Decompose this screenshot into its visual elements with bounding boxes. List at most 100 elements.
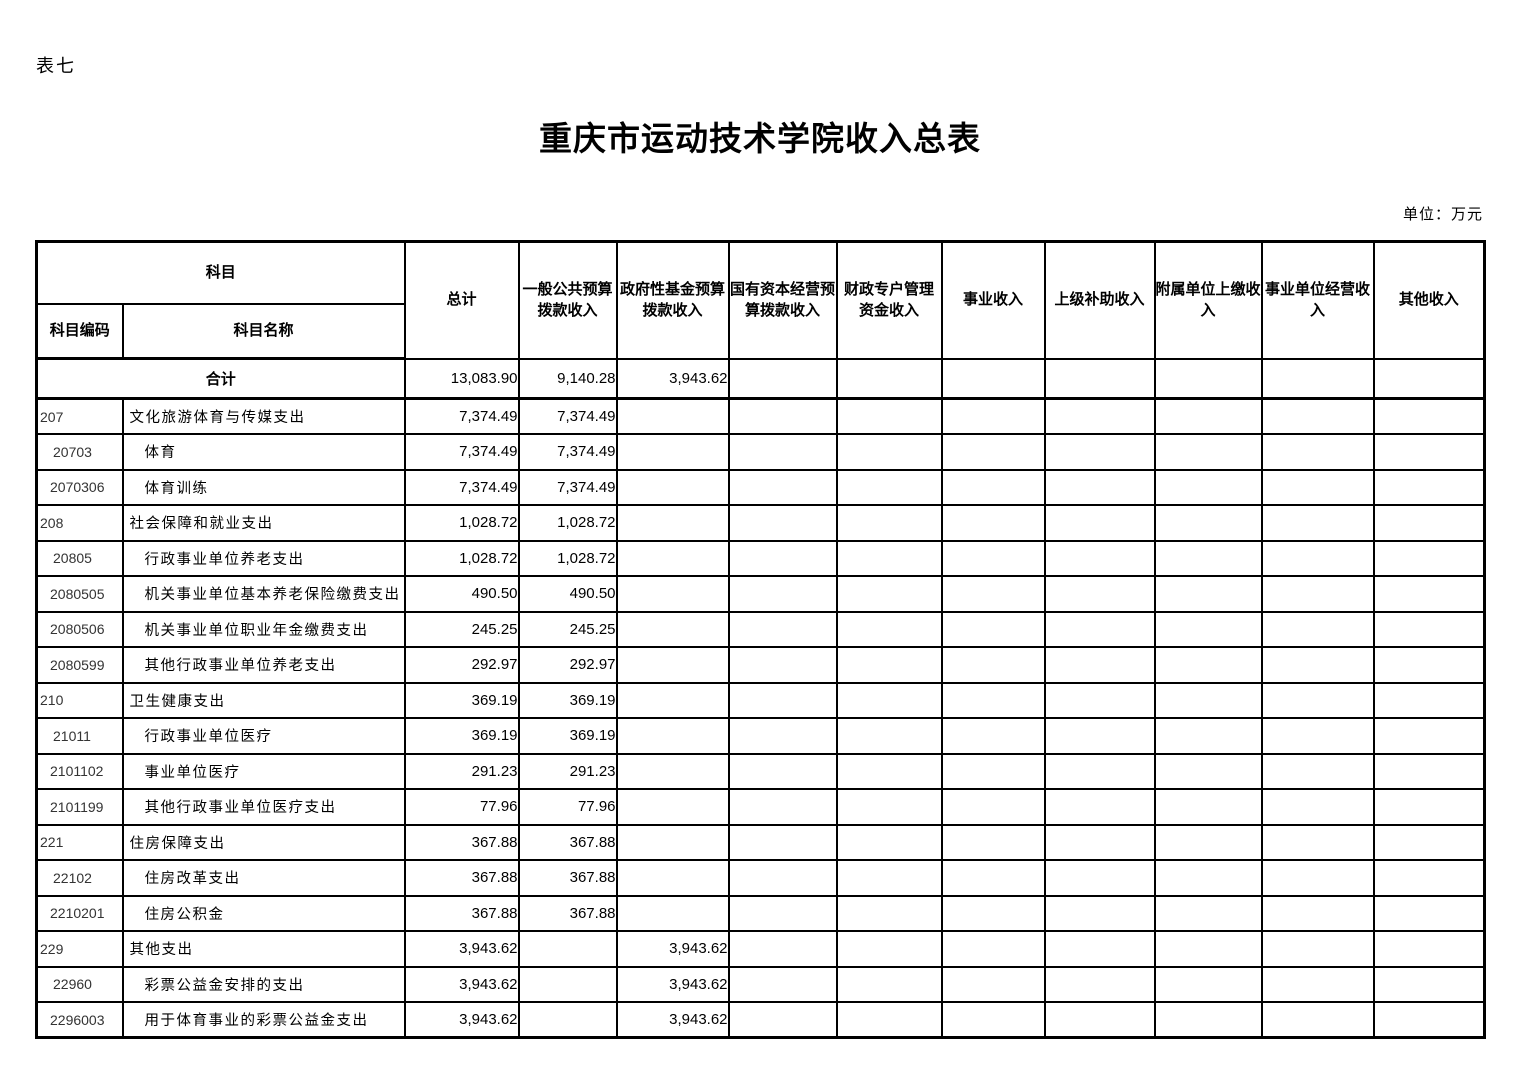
value-cell: 369.19	[403, 717, 520, 755]
value-cell	[1260, 752, 1375, 790]
subject-name-cell: 住房保障支出	[121, 823, 406, 861]
value-cell	[1260, 357, 1375, 400]
value-cell	[1260, 717, 1375, 755]
value-cell	[615, 433, 730, 471]
header-col-general-public-budget: 一般公共预算拨款收入	[517, 240, 618, 360]
value-cell	[1043, 681, 1156, 719]
value-cell	[517, 930, 618, 968]
value-cell	[727, 539, 838, 577]
header-col-total: 总计	[403, 240, 520, 360]
value-cell	[727, 397, 838, 435]
total-label-cell: 合计	[35, 357, 406, 400]
income-summary-table: 科目 总计 一般公共预算拨款收入 政府性基金预算拨款收入 国有资本经营预算拨款收…	[35, 240, 1487, 1039]
subject-name-cell: 行政事业单位医疗	[121, 717, 406, 755]
value-cell	[835, 610, 943, 648]
value-cell	[835, 397, 943, 435]
table-row: 2080505 机关事业单位基本养老保险缴费支出 490.50 490.50	[35, 575, 1486, 613]
value-cell	[517, 1001, 618, 1039]
table-row: 21011 行政事业单位医疗 369.19 369.19	[35, 717, 1486, 755]
subject-name-cell: 社会保障和就业支出	[121, 504, 406, 542]
value-cell: 7,374.49	[403, 433, 520, 471]
value-cell	[1260, 681, 1375, 719]
value-cell	[615, 894, 730, 932]
subject-code-cell: 22102	[35, 859, 124, 897]
header-col-operating-income: 事业单位经营收入	[1260, 240, 1375, 360]
value-cell	[835, 894, 943, 932]
subject-code-cell: 2101102	[35, 752, 124, 790]
value-cell	[940, 397, 1046, 435]
unit-label: 单位：万元	[1402, 207, 1483, 223]
value-cell	[940, 539, 1046, 577]
value-cell	[1043, 504, 1156, 542]
value-cell: 369.19	[517, 681, 618, 719]
value-cell	[1372, 357, 1486, 400]
value-cell	[1043, 468, 1156, 506]
value-cell	[1372, 823, 1486, 861]
value-cell	[615, 752, 730, 790]
value-cell	[940, 610, 1046, 648]
value-cell	[727, 357, 838, 400]
value-cell: 3,943.62	[403, 965, 520, 1003]
value-cell: 291.23	[403, 752, 520, 790]
value-cell	[727, 681, 838, 719]
value-cell	[1372, 610, 1486, 648]
value-cell	[727, 788, 838, 826]
value-cell	[1153, 930, 1263, 968]
subject-code-cell: 22960	[35, 965, 124, 1003]
value-cell	[1043, 1001, 1156, 1039]
table-row: 2210201 住房公积金 367.88 367.88	[35, 894, 1486, 932]
value-cell	[1153, 468, 1263, 506]
value-cell	[940, 965, 1046, 1003]
value-cell	[1260, 397, 1375, 435]
value-cell	[615, 397, 730, 435]
value-cell	[1372, 930, 1486, 968]
value-cell	[1372, 717, 1486, 755]
value-cell	[1153, 894, 1263, 932]
subject-code-cell: 207	[35, 397, 124, 435]
value-cell	[1260, 575, 1375, 613]
value-cell	[835, 752, 943, 790]
value-cell	[727, 930, 838, 968]
header-subject-name: 科目名称	[121, 302, 406, 360]
subject-code-cell: 2080599	[35, 646, 124, 684]
value-cell	[1260, 965, 1375, 1003]
value-cell	[727, 894, 838, 932]
value-cell	[1260, 894, 1375, 932]
header-col-superior-subsidy: 上级补助收入	[1043, 240, 1156, 360]
value-cell	[615, 717, 730, 755]
value-cell	[940, 681, 1046, 719]
value-cell	[615, 681, 730, 719]
subject-name-cell: 住房改革支出	[121, 859, 406, 897]
value-cell	[1043, 859, 1156, 897]
value-cell	[1043, 752, 1156, 790]
value-cell: 7,374.49	[517, 397, 618, 435]
table-row: 2080599 其他行政事业单位养老支出 292.97 292.97	[35, 646, 1486, 684]
value-cell: 292.97	[403, 646, 520, 684]
value-cell	[835, 433, 943, 471]
value-cell	[1260, 646, 1375, 684]
subject-name-cell: 其他行政事业单位养老支出	[121, 646, 406, 684]
value-cell	[940, 357, 1046, 400]
value-cell	[1260, 468, 1375, 506]
subject-name-cell: 机关事业单位基本养老保险缴费支出	[121, 575, 406, 613]
table-row: 2296003 用于体育事业的彩票公益金支出 3,943.62 3,943.62	[35, 1001, 1486, 1039]
value-cell	[517, 965, 618, 1003]
table-row: 207 文化旅游体育与传媒支出 7,374.49 7,374.49	[35, 397, 1486, 435]
table-row: 2101102 事业单位医疗 291.23 291.23	[35, 752, 1486, 790]
value-cell	[1372, 894, 1486, 932]
value-cell	[1372, 433, 1486, 471]
value-cell	[940, 930, 1046, 968]
value-cell	[940, 717, 1046, 755]
value-cell	[1153, 504, 1263, 542]
value-cell	[1153, 610, 1263, 648]
value-cell	[727, 610, 838, 648]
value-cell	[1372, 397, 1486, 435]
value-cell: 490.50	[517, 575, 618, 613]
value-cell	[1043, 357, 1156, 400]
value-cell	[1153, 752, 1263, 790]
value-cell	[1043, 823, 1156, 861]
subject-name-cell: 卫生健康支出	[121, 681, 406, 719]
value-cell	[940, 859, 1046, 897]
subject-name-cell: 用于体育事业的彩票公益金支出	[121, 1001, 406, 1039]
value-cell	[727, 859, 838, 897]
